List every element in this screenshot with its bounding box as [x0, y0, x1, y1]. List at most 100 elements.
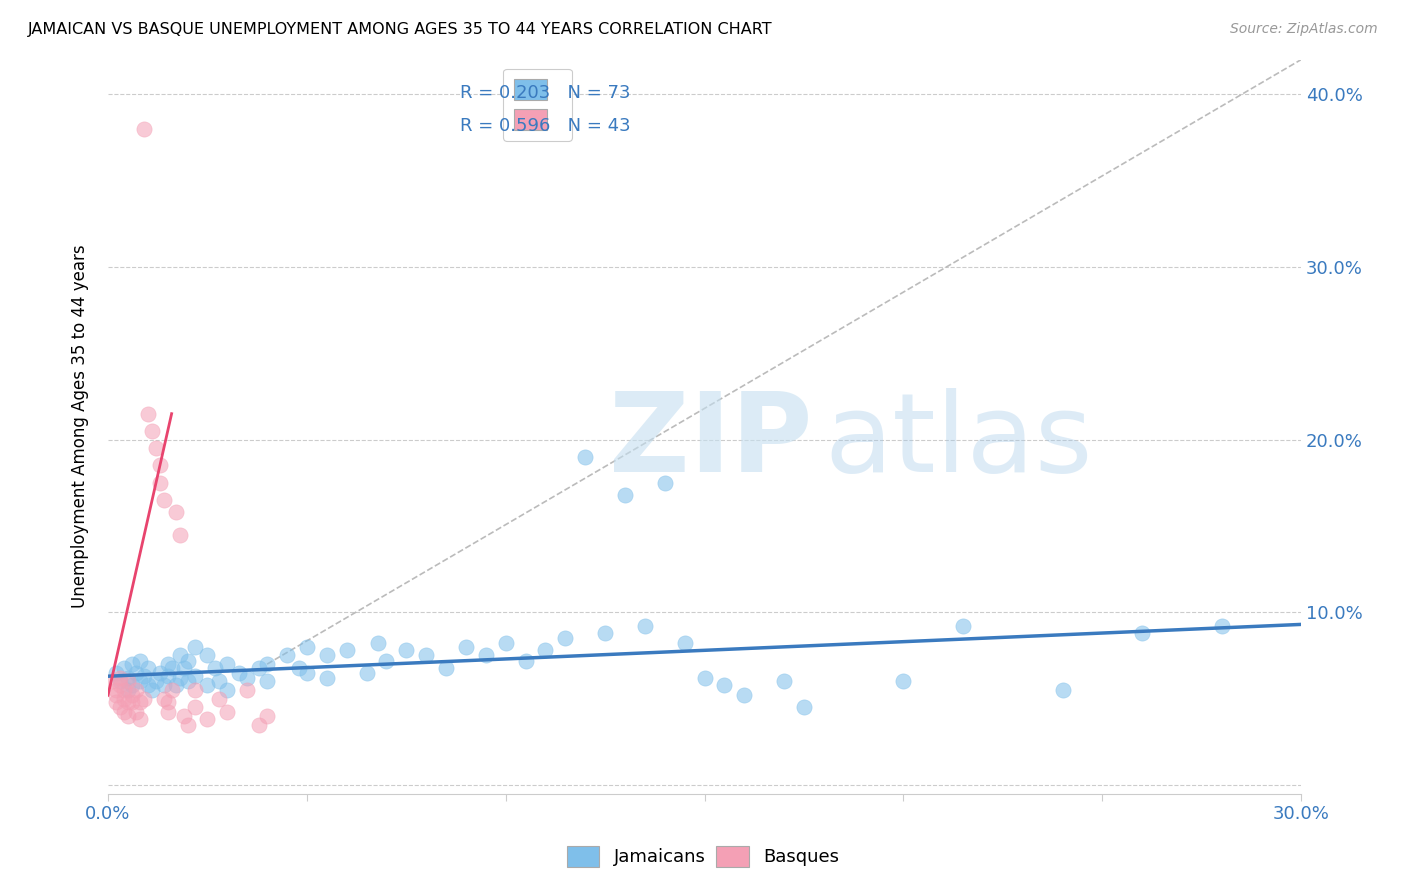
Point: [152, 493, 174, 508]
Point: [108, 700, 131, 714]
Point: [173, 709, 195, 723]
Point: [145, 674, 167, 689]
Point: [149, 475, 172, 490]
Point: [108, 674, 131, 689]
Point: [256, 709, 278, 723]
Point: [132, 691, 155, 706]
Point: [184, 669, 207, 683]
Point: [117, 695, 139, 709]
Point: [169, 527, 191, 541]
Point: [515, 654, 537, 668]
Point: [121, 678, 143, 692]
Point: [169, 671, 191, 685]
Point: [173, 660, 195, 674]
Point: [654, 475, 676, 490]
Legend: Jamaicans, Basques: Jamaicans, Basques: [560, 838, 846, 874]
Point: [315, 648, 337, 663]
Point: [176, 674, 198, 689]
Point: [534, 643, 557, 657]
Point: [415, 648, 437, 663]
Point: [117, 674, 139, 689]
Point: [793, 700, 815, 714]
Point: [1130, 626, 1153, 640]
Point: [217, 657, 239, 672]
Point: [1211, 619, 1233, 633]
Text: atlas: atlas: [824, 388, 1092, 495]
Point: [208, 691, 231, 706]
Point: [204, 660, 226, 674]
Point: [117, 683, 139, 698]
Point: [952, 619, 974, 633]
Point: [375, 654, 398, 668]
Point: [112, 683, 135, 698]
Point: [165, 505, 187, 519]
Point: [108, 678, 131, 692]
Point: [121, 695, 143, 709]
Point: [156, 657, 179, 672]
Point: [295, 640, 318, 654]
Point: [256, 674, 278, 689]
Point: [169, 648, 191, 663]
Point: [276, 648, 298, 663]
Point: [136, 678, 159, 692]
Text: JAMAICAN VS BASQUE UNEMPLOYMENT AMONG AGES 35 TO 44 YEARS CORRELATION CHART: JAMAICAN VS BASQUE UNEMPLOYMENT AMONG AG…: [28, 22, 773, 37]
Text: ZIP: ZIP: [609, 388, 813, 495]
Point: [136, 660, 159, 674]
Point: [693, 671, 716, 685]
Point: [125, 683, 148, 698]
Point: [104, 695, 127, 709]
Point: [236, 683, 259, 698]
Point: [136, 407, 159, 421]
Point: [773, 674, 796, 689]
Text: R = 0.203   N = 73: R = 0.203 N = 73: [460, 84, 630, 102]
Point: [247, 717, 270, 731]
Point: [184, 700, 207, 714]
Point: [1052, 683, 1074, 698]
Point: [128, 654, 150, 668]
Point: [236, 671, 259, 685]
Text: Source: ZipAtlas.com: Source: ZipAtlas.com: [1230, 22, 1378, 37]
Point: [673, 636, 696, 650]
Point: [125, 706, 148, 720]
Point: [117, 709, 139, 723]
Point: [288, 660, 311, 674]
Point: [893, 674, 915, 689]
Point: [128, 674, 150, 689]
Point: [104, 665, 127, 680]
Point: [108, 671, 131, 685]
Point: [197, 713, 219, 727]
Point: [112, 691, 135, 706]
Point: [149, 665, 172, 680]
Point: [184, 683, 207, 698]
Point: [141, 424, 163, 438]
Point: [733, 688, 755, 702]
Point: [112, 706, 135, 720]
Y-axis label: Unemployment Among Ages 35 to 44 years: Unemployment Among Ages 35 to 44 years: [72, 244, 89, 608]
Point: [495, 636, 517, 650]
Point: [117, 671, 139, 685]
Point: [121, 688, 143, 702]
Point: [247, 660, 270, 674]
Point: [128, 713, 150, 727]
Point: [165, 678, 187, 692]
Text: R = 0.596   N = 43: R = 0.596 N = 43: [460, 117, 631, 135]
Point: [256, 657, 278, 672]
Point: [121, 657, 143, 672]
Point: [160, 660, 183, 674]
Point: [112, 660, 135, 674]
Point: [184, 640, 207, 654]
Legend: , : ,: [503, 69, 572, 141]
Point: [156, 695, 179, 709]
Point: [141, 683, 163, 698]
Point: [554, 631, 576, 645]
Point: [228, 665, 250, 680]
Point: [475, 648, 498, 663]
Point: [152, 691, 174, 706]
Point: [208, 674, 231, 689]
Point: [395, 643, 418, 657]
Point: [336, 643, 359, 657]
Point: [145, 441, 167, 455]
Point: [614, 488, 637, 502]
Point: [125, 665, 148, 680]
Point: [634, 619, 657, 633]
